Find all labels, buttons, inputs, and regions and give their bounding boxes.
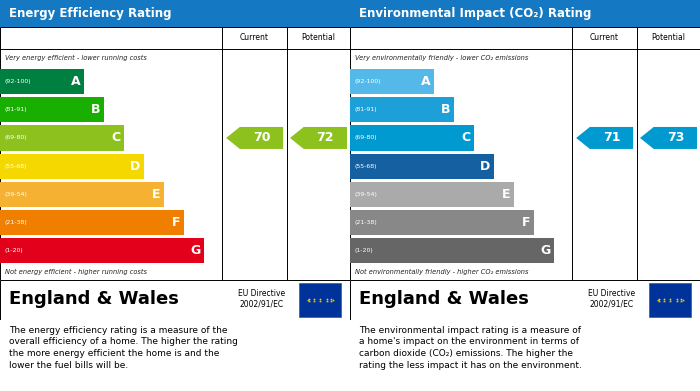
- Bar: [0, 97, 104, 122]
- Text: (21-38): (21-38): [4, 220, 27, 225]
- Bar: [350, 97, 454, 122]
- Text: EU Directive
2002/91/EC: EU Directive 2002/91/EC: [238, 289, 285, 309]
- Text: (55-68): (55-68): [354, 164, 377, 169]
- Bar: [0, 154, 144, 179]
- Text: (81-91): (81-91): [354, 107, 377, 112]
- Text: (39-54): (39-54): [4, 192, 27, 197]
- Text: 71: 71: [603, 131, 620, 144]
- Text: Energy Efficiency Rating: Energy Efficiency Rating: [8, 7, 172, 20]
- Text: Current: Current: [240, 33, 269, 42]
- Polygon shape: [640, 127, 697, 149]
- Text: The environmental impact rating is a measure of
a home's impact on the environme: The environmental impact rating is a mea…: [358, 326, 582, 370]
- Text: Not energy efficient - higher running costs: Not energy efficient - higher running co…: [6, 269, 147, 276]
- Text: (92-100): (92-100): [354, 79, 381, 84]
- Text: Not environmentally friendly - higher CO₂ emissions: Not environmentally friendly - higher CO…: [355, 269, 528, 276]
- Text: The energy efficiency rating is a measure of the
overall efficiency of a home. T: The energy efficiency rating is a measur…: [8, 326, 237, 370]
- Text: England & Wales: England & Wales: [358, 290, 528, 308]
- Text: E: E: [152, 188, 160, 201]
- Bar: [350, 69, 435, 94]
- Text: Potential: Potential: [652, 33, 685, 42]
- Bar: [350, 210, 535, 235]
- Bar: [350, 238, 554, 263]
- Text: D: D: [130, 160, 140, 173]
- Text: F: F: [522, 216, 531, 229]
- Text: Current: Current: [590, 33, 619, 42]
- Text: G: G: [190, 244, 200, 257]
- Text: Environmental Impact (CO₂) Rating: Environmental Impact (CO₂) Rating: [358, 7, 591, 20]
- Text: A: A: [421, 75, 430, 88]
- Text: EU Directive
2002/91/EC: EU Directive 2002/91/EC: [588, 289, 635, 309]
- Text: (92-100): (92-100): [4, 79, 31, 84]
- Text: (81-91): (81-91): [4, 107, 27, 112]
- Text: (69-80): (69-80): [354, 135, 377, 140]
- Text: Very energy efficient - lower running costs: Very energy efficient - lower running co…: [6, 55, 147, 61]
- Text: 70: 70: [253, 131, 270, 144]
- Text: (55-68): (55-68): [4, 164, 27, 169]
- Bar: [0, 182, 164, 207]
- Text: (21-38): (21-38): [354, 220, 377, 225]
- Text: (39-54): (39-54): [354, 192, 377, 197]
- Text: England & Wales: England & Wales: [8, 290, 178, 308]
- Bar: [0, 126, 125, 151]
- Text: (69-80): (69-80): [4, 135, 27, 140]
- Polygon shape: [226, 127, 283, 149]
- Text: 72: 72: [316, 131, 334, 144]
- Bar: [0, 210, 185, 235]
- Bar: [300, 283, 342, 317]
- Text: Potential: Potential: [302, 33, 335, 42]
- Text: B: B: [91, 103, 100, 116]
- Text: C: C: [111, 131, 120, 144]
- Text: F: F: [172, 216, 181, 229]
- Bar: [0, 238, 204, 263]
- Text: D: D: [480, 160, 490, 173]
- Text: B: B: [441, 103, 450, 116]
- Bar: [650, 283, 692, 317]
- Bar: [350, 126, 475, 151]
- Bar: [0, 69, 85, 94]
- Polygon shape: [290, 127, 347, 149]
- Text: E: E: [502, 188, 510, 201]
- Bar: [350, 182, 514, 207]
- Text: (1-20): (1-20): [4, 248, 23, 253]
- Polygon shape: [576, 127, 633, 149]
- Text: A: A: [71, 75, 80, 88]
- Bar: [350, 154, 494, 179]
- Text: (1-20): (1-20): [354, 248, 373, 253]
- Text: C: C: [461, 131, 470, 144]
- Text: Very environmentally friendly - lower CO₂ emissions: Very environmentally friendly - lower CO…: [355, 55, 528, 61]
- Text: 73: 73: [666, 131, 684, 144]
- Text: G: G: [540, 244, 550, 257]
